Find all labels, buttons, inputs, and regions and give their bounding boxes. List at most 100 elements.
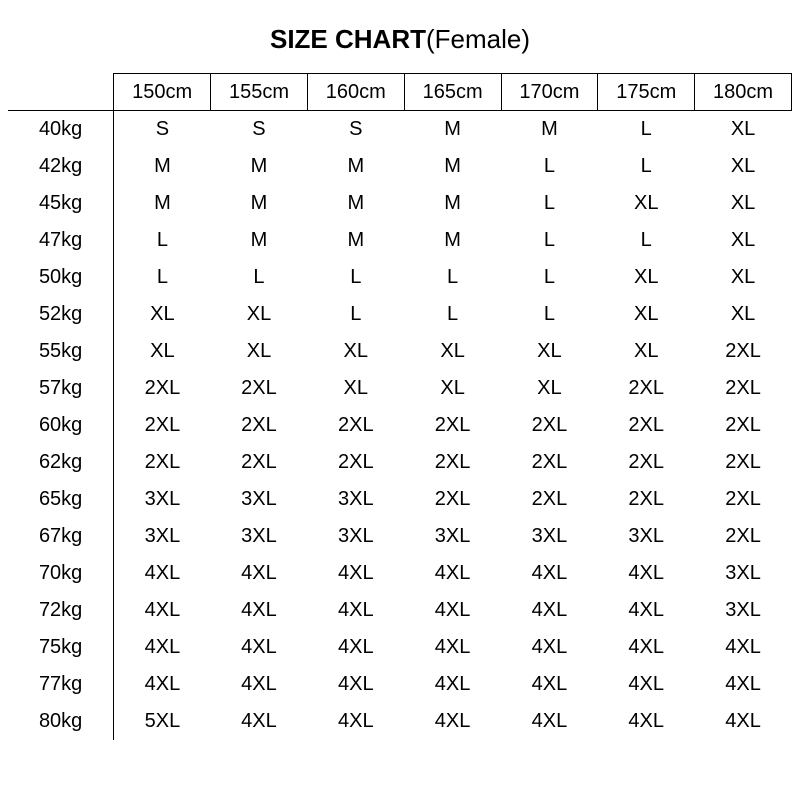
table-cell: 2XL [211,407,308,444]
table-cell: XL [501,370,598,407]
table-cell: 4XL [598,629,695,666]
table-cell: 3XL [501,518,598,555]
table-cell: XL [307,370,404,407]
table-cell: XL [598,296,695,333]
table-cell: XL [695,111,792,148]
table-cell: L [114,222,211,259]
table-cell: 4XL [695,703,792,740]
table-cell: M [211,148,308,185]
table-cell: 2XL [114,370,211,407]
table-cell: 4XL [598,703,695,740]
table-column-header: 165cm [404,74,501,111]
table-row: 62kg2XL2XL2XL2XL2XL2XL2XL [8,444,792,481]
table-cell: 2XL [695,407,792,444]
table-row: 60kg2XL2XL2XL2XL2XL2XL2XL [8,407,792,444]
table-cell: 4XL [404,629,501,666]
table-cell: 2XL [404,481,501,518]
table-cell: 4XL [501,703,598,740]
table-header-row: 150cm155cm160cm165cm170cm175cm180cm [8,74,792,111]
table-cell: XL [598,259,695,296]
table-cell: 2XL [404,444,501,481]
table-head: 150cm155cm160cm165cm170cm175cm180cm [8,74,792,111]
table-cell: S [114,111,211,148]
table-cell: 3XL [307,481,404,518]
table-cell: S [211,111,308,148]
table-row: 67kg3XL3XL3XL3XL3XL3XL2XL [8,518,792,555]
table-cell: 3XL [114,481,211,518]
table-row-label: 67kg [8,518,114,555]
table-row-label: 80kg [8,703,114,740]
table-cell: 2XL [114,407,211,444]
table-row: 72kg4XL4XL4XL4XL4XL4XL3XL [8,592,792,629]
table-cell: 2XL [501,407,598,444]
table-cell: 3XL [114,518,211,555]
table-cell: M [404,111,501,148]
table-cell: 4XL [695,629,792,666]
table-row-label: 57kg [8,370,114,407]
table-cell: 2XL [695,481,792,518]
title-main: SIZE CHART [270,24,426,54]
table-cell: 4XL [501,555,598,592]
table-cell: L [307,296,404,333]
table-row-label: 65kg [8,481,114,518]
table-cell: 2XL [307,407,404,444]
table-cell: XL [404,333,501,370]
table-row: 42kgMMMMLLXL [8,148,792,185]
table-cell: 2XL [695,370,792,407]
table-corner-cell [8,74,114,111]
table-cell: 4XL [307,592,404,629]
table-cell: 4XL [598,666,695,703]
page-title: SIZE CHART(Female) [0,0,800,73]
table-cell: 3XL [695,555,792,592]
table-cell: L [501,222,598,259]
table-cell: XL [695,259,792,296]
table-row-label: 40kg [8,111,114,148]
table-row: 47kgLMMMLLXL [8,222,792,259]
table-cell: XL [598,185,695,222]
table-cell: XL [501,333,598,370]
table-row: 55kgXLXLXLXLXLXL2XL [8,333,792,370]
table-cell: XL [114,333,211,370]
table-row: 80kg5XL4XL4XL4XL4XL4XL4XL [8,703,792,740]
table-cell: M [114,185,211,222]
table-column-header: 150cm [114,74,211,111]
table-cell: 4XL [307,703,404,740]
table-row-label: 72kg [8,592,114,629]
table-cell: L [501,259,598,296]
table-row-label: 75kg [8,629,114,666]
table-row-label: 45kg [8,185,114,222]
table-row-label: 62kg [8,444,114,481]
table-cell: L [501,148,598,185]
table-cell: 3XL [404,518,501,555]
table-column-header: 175cm [598,74,695,111]
table-cell: 3XL [211,518,308,555]
table-cell: 2XL [211,370,308,407]
table-cell: 2XL [501,444,598,481]
table-cell: M [307,148,404,185]
table-cell: 2XL [695,518,792,555]
table-cell: XL [695,185,792,222]
table-cell: L [598,111,695,148]
table-cell: L [114,259,211,296]
table-row-label: 70kg [8,555,114,592]
table-cell: XL [211,296,308,333]
table-cell: 4XL [404,666,501,703]
table-cell: L [404,259,501,296]
table-cell: 2XL [695,444,792,481]
table-cell: M [114,148,211,185]
table-cell: M [501,111,598,148]
table-cell: M [404,185,501,222]
table-row: 45kgMMMMLXLXL [8,185,792,222]
table-cell: 4XL [211,592,308,629]
table-cell: L [501,185,598,222]
table-row-label: 50kg [8,259,114,296]
table-cell: 4XL [211,629,308,666]
table-cell: 4XL [598,592,695,629]
table-cell: L [307,259,404,296]
table-cell: 4XL [114,555,211,592]
table-cell: 2XL [598,444,695,481]
table-cell: 4XL [211,703,308,740]
table-row-label: 60kg [8,407,114,444]
table-cell: L [598,148,695,185]
table-row: 57kg2XL2XLXLXLXL2XL2XL [8,370,792,407]
